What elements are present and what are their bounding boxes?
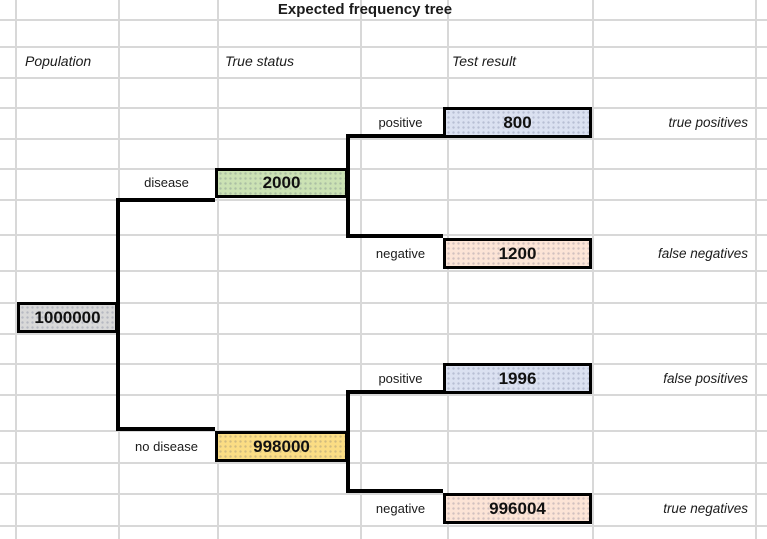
header-population: Population	[25, 53, 92, 69]
gridline	[15, 0, 17, 539]
branch-label-positive-upper: positive	[378, 115, 423, 130]
annotation-true-negatives: true negatives	[663, 501, 748, 516]
connector-no-disease-horizontal	[116, 427, 215, 431]
node-true-negatives: 996004	[443, 493, 592, 524]
connector-no-disease-branch-vertical	[346, 390, 350, 493]
gridline	[0, 333, 767, 335]
connector-trunk-vertical	[116, 198, 120, 431]
gridline	[0, 302, 767, 304]
gridline	[0, 199, 767, 201]
gridline	[0, 270, 767, 272]
gridline	[360, 0, 362, 539]
header-test-result: Test result	[452, 53, 517, 69]
branch-label-disease: disease	[144, 175, 189, 190]
node-no-disease: 998000	[215, 431, 348, 462]
annotation-false-negatives: false negatives	[657, 246, 748, 261]
gridline	[217, 0, 219, 539]
connector-positive-upper-horizontal	[346, 134, 443, 138]
gridline	[0, 462, 767, 464]
gridline	[0, 46, 767, 48]
gridline	[0, 77, 767, 79]
node-false-negatives: 1200	[443, 238, 592, 269]
gridline	[0, 430, 767, 432]
gridline	[447, 0, 449, 539]
annotation-false-positives: false positives	[663, 371, 748, 386]
header-true-status: True status	[225, 53, 294, 69]
branch-label-no-disease: no disease	[135, 439, 198, 454]
connector-positive-lower-horizontal	[346, 390, 443, 394]
branch-label-negative-lower: negative	[375, 501, 426, 516]
connector-disease-horizontal	[116, 198, 215, 202]
gridline	[592, 0, 594, 539]
gridline	[0, 363, 767, 365]
connector-negative-lower-horizontal	[346, 489, 443, 493]
page-title: Expected frequency tree	[277, 1, 453, 18]
gridline	[0, 525, 767, 527]
annotation-true-positives: true positives	[668, 115, 748, 130]
gridline	[0, 19, 767, 21]
connector-negative-upper-horizontal	[346, 234, 443, 238]
gridline	[755, 0, 757, 539]
branch-label-negative-upper: negative	[375, 246, 426, 261]
branch-label-positive-lower: positive	[378, 371, 423, 386]
gridline	[0, 168, 767, 170]
node-true-positives: 800	[443, 107, 592, 138]
node-false-positives: 1996	[443, 363, 592, 394]
connector-disease-branch-vertical	[346, 134, 350, 238]
gridline	[0, 394, 767, 396]
node-population-total: 1000000	[17, 302, 118, 333]
node-disease: 2000	[215, 168, 348, 198]
gridline	[0, 107, 767, 109]
gridline	[0, 138, 767, 140]
gridline	[0, 493, 767, 495]
